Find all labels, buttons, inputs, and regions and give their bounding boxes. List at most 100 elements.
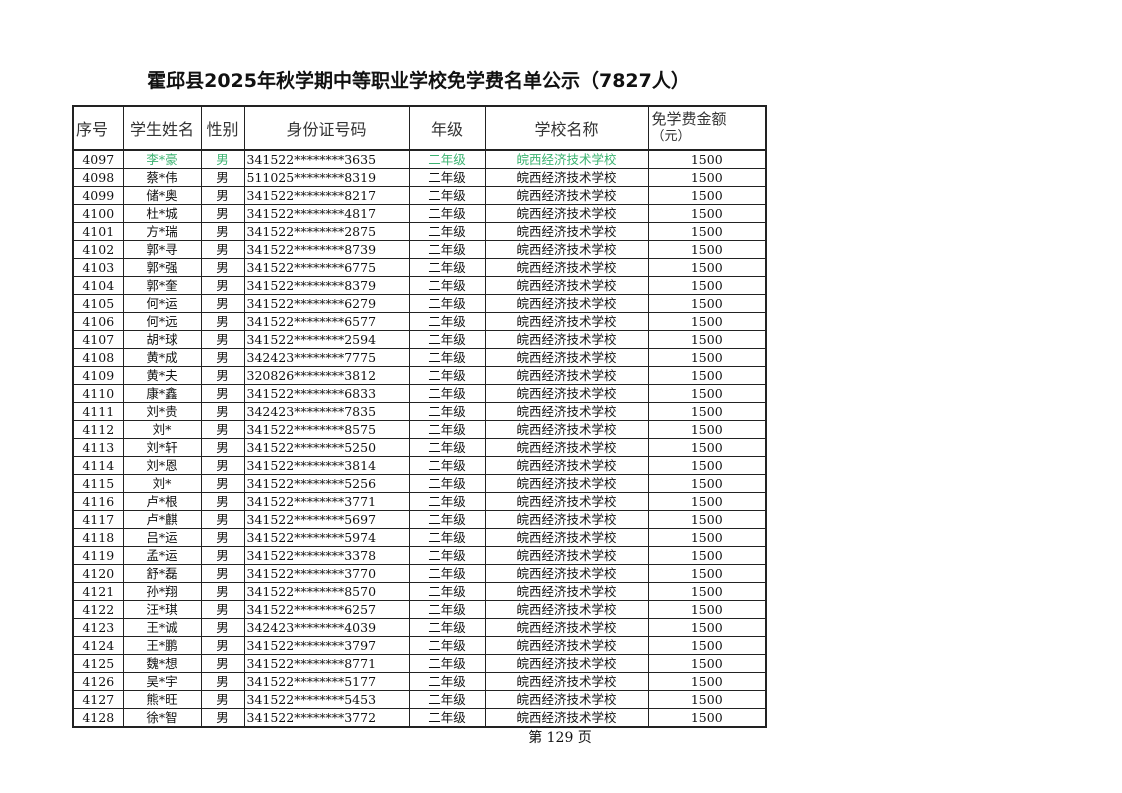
- student-table: 序号 学生姓名 性别 身份证号码 年级 学校名称 免学费金额 （元） 4097 李*…: [72, 105, 767, 728]
- row-index: 4120: [72, 564, 124, 583]
- id-number: 341522********8771: [243, 654, 410, 673]
- row-index: 4113: [72, 438, 124, 457]
- grade: 二年级: [408, 366, 486, 385]
- student-name: 黄*成: [122, 348, 202, 367]
- school-name: 皖西经济技术学校: [484, 618, 649, 637]
- id-number: 320826********3812: [243, 366, 410, 385]
- student-name: 杜*城: [122, 204, 202, 223]
- fee-amount: 1500: [647, 420, 767, 439]
- student-name: 孙*翔: [122, 582, 202, 601]
- fee-amount: 1500: [647, 276, 767, 295]
- row-index: 4122: [72, 600, 124, 619]
- student-name: 刘*恩: [122, 456, 202, 475]
- table-row: 4124 王*鹏男 341522********3797 二年级 皖西经济技术学校 150…: [72, 636, 767, 655]
- school-name: 皖西经济技术学校: [484, 528, 649, 547]
- gender: 男: [200, 204, 245, 223]
- fee-amount: 1500: [647, 222, 767, 241]
- fee-amount: 1500: [647, 294, 767, 313]
- grade: 二年级: [408, 438, 486, 457]
- school-name: 皖西经济技术学校: [484, 474, 649, 493]
- fee-amount: 1500: [647, 708, 767, 728]
- grade: 二年级: [408, 402, 486, 421]
- id-number: 341522********3771: [243, 492, 410, 511]
- table-row: 4110 康*鑫男 341522********6833 二年级 皖西经济技术学校 150…: [72, 384, 767, 403]
- school-name: 皖西经济技术学校: [484, 312, 649, 331]
- id-number: 341522********4817: [243, 204, 410, 223]
- header-school: 学校名称: [484, 105, 649, 151]
- school-name: 皖西经济技术学校: [484, 420, 649, 439]
- grade: 二年级: [408, 510, 486, 529]
- id-number: 341522********6577: [243, 312, 410, 331]
- id-number: 511025********8319: [243, 168, 410, 187]
- row-index: 4116: [72, 492, 124, 511]
- fee-amount: 1500: [647, 258, 767, 277]
- header-id-number: 身份证号码: [243, 105, 410, 151]
- school-name: 皖西经济技术学校: [484, 546, 649, 565]
- table-row: 4114 刘*恩男 341522********3814 二年级 皖西经济技术学校 150…: [72, 456, 767, 475]
- school-name: 皖西经济技术学校: [484, 222, 649, 241]
- school-name: 皖西经济技术学校: [484, 276, 649, 295]
- gender: 男: [200, 149, 245, 169]
- gender: 男: [200, 294, 245, 313]
- id-number: 342423********7775: [243, 348, 410, 367]
- student-name: 刘*: [122, 474, 202, 493]
- id-number: 341522********5453: [243, 690, 410, 709]
- student-name: 卢*根: [122, 492, 202, 511]
- id-number: 341522********8379: [243, 276, 410, 295]
- table-row: 4103 郭*强男 341522********6775 二年级 皖西经济技术学校 150…: [72, 258, 767, 277]
- student-name: 郭*寻: [122, 240, 202, 259]
- student-name: 吕*运: [122, 528, 202, 547]
- row-index: 4109: [72, 366, 124, 385]
- table-row: 4107 胡*球男 341522********2594 二年级 皖西经济技术学校 150…: [72, 330, 767, 349]
- table-row: 4111 刘*贵男 342423********7835 二年级 皖西经济技术学校 150…: [72, 402, 767, 421]
- gender: 男: [200, 510, 245, 529]
- school-name: 皖西经济技术学校: [484, 240, 649, 259]
- id-number: 341522********5250: [243, 438, 410, 457]
- school-name: 皖西经济技术学校: [484, 186, 649, 205]
- fee-amount: 1500: [647, 366, 767, 385]
- gender: 男: [200, 348, 245, 367]
- student-name: 刘*贵: [122, 402, 202, 421]
- gender: 男: [200, 654, 245, 673]
- fee-amount: 1500: [647, 474, 767, 493]
- student-name: 储*奥: [122, 186, 202, 205]
- student-name: 何*运: [122, 294, 202, 313]
- student-name: 徐*智: [122, 708, 202, 728]
- fee-amount: 1500: [647, 348, 767, 367]
- student-name: 康*鑫: [122, 384, 202, 403]
- row-index: 4110: [72, 384, 124, 403]
- gender: 男: [200, 276, 245, 295]
- student-name: 蔡*伟: [122, 168, 202, 187]
- table-row: 4116 卢*根男 341522********3771 二年级 皖西经济技术学校 150…: [72, 492, 767, 511]
- id-number: 341522********3770: [243, 564, 410, 583]
- grade: 二年级: [408, 384, 486, 403]
- grade: 二年级: [408, 276, 486, 295]
- student-name: 刘*轩: [122, 438, 202, 457]
- school-name: 皖西经济技术学校: [484, 672, 649, 691]
- gender: 男: [200, 438, 245, 457]
- fee-amount: 1500: [647, 582, 767, 601]
- fee-amount: 1500: [647, 654, 767, 673]
- row-index: 4115: [72, 474, 124, 493]
- row-index: 4100: [72, 204, 124, 223]
- gender: 男: [200, 492, 245, 511]
- row-index: 4118: [72, 528, 124, 547]
- header-amount: 免学费金额 （元）: [647, 105, 767, 151]
- id-number: 341522********6833: [243, 384, 410, 403]
- table-row: 4119 孟*运男 341522********3378 二年级 皖西经济技术学校 150…: [72, 546, 767, 565]
- table-row: 4128 徐*智男 341522********3772 二年级 皖西经济技术学校 150…: [72, 708, 767, 728]
- student-name: 舒*磊: [122, 564, 202, 583]
- id-number: 341522********3635: [243, 149, 410, 169]
- student-name: 胡*球: [122, 330, 202, 349]
- grade: 二年级: [408, 204, 486, 223]
- table-row: 4118 吕*运男 341522********5974 二年级 皖西经济技术学校 150…: [72, 528, 767, 547]
- id-number: 341522********5697: [243, 510, 410, 529]
- row-index: 4101: [72, 222, 124, 241]
- row-index: 4104: [72, 276, 124, 295]
- gender: 男: [200, 384, 245, 403]
- grade: 二年级: [408, 240, 486, 259]
- id-number: 341522********6775: [243, 258, 410, 277]
- school-name: 皖西经济技术学校: [484, 582, 649, 601]
- grade: 二年级: [408, 222, 486, 241]
- grade: 二年级: [408, 312, 486, 331]
